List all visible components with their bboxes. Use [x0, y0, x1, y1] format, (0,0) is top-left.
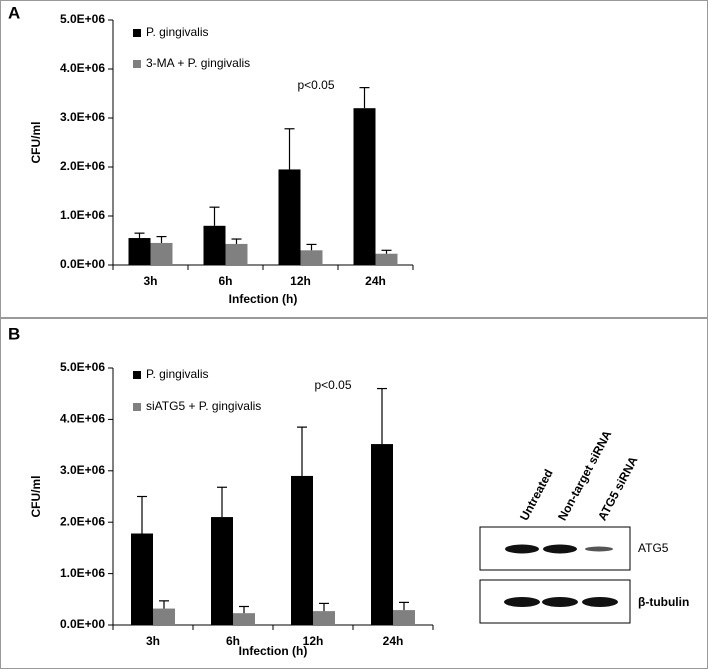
blot-column-label: Untreated [517, 467, 556, 523]
legend-swatch [133, 60, 141, 68]
y-tick-label: 0.0E+00 [60, 617, 105, 631]
error-bar [137, 495, 147, 534]
annotation: p<0.05 [297, 78, 334, 92]
x-tick-label: 3h [143, 274, 157, 288]
band [582, 597, 618, 607]
y-axis-label: CFU/ml [29, 122, 43, 164]
y-tick-label: 4.0E+06 [60, 61, 105, 75]
band [585, 546, 613, 552]
legend-label: P. gingivalis [146, 25, 208, 39]
blot-row-label: ATG5 [638, 541, 669, 555]
bar [375, 253, 398, 265]
error-bar [239, 605, 249, 614]
x-tick-label: 24h [383, 634, 404, 648]
band [542, 597, 578, 607]
x-tick-label: 12h [303, 634, 324, 648]
x-axis-label: Infection (h) [229, 292, 298, 306]
bar [300, 250, 323, 265]
y-tick-label: 1.0E+06 [60, 566, 105, 580]
bar [371, 444, 393, 625]
error-bar [319, 602, 329, 612]
bar [353, 108, 376, 265]
legend-swatch [133, 403, 141, 411]
error-bar [209, 206, 220, 226]
legend-swatch [133, 29, 141, 37]
y-tick-label: 1.0E+06 [60, 208, 105, 222]
error-bar [217, 486, 227, 518]
panel-label: A [8, 3, 20, 22]
legend-label: P. gingivalis [146, 367, 208, 381]
bar [313, 611, 335, 625]
legend-swatch [133, 371, 141, 379]
panel-label: B [8, 324, 20, 343]
error-bar [156, 235, 167, 243]
bar [393, 610, 415, 625]
error-bar [159, 600, 169, 609]
x-tick-label: 3h [146, 634, 160, 648]
blot-row-label: β-tubulin [638, 595, 689, 609]
blot-column-label: ATG5 siRNA [595, 454, 641, 523]
legend-label: 3-MA + P. gingivalis [146, 56, 250, 70]
band [505, 544, 539, 554]
error-bar [231, 238, 242, 244]
y-tick-label: 5.0E+06 [60, 12, 105, 26]
y-tick-label: 3.0E+06 [60, 110, 105, 124]
y-tick-label: 3.0E+06 [60, 463, 105, 477]
error-bar [297, 426, 307, 476]
error-bar [377, 387, 387, 445]
bar [233, 613, 255, 625]
x-tick-label: 6h [226, 634, 240, 648]
bar [211, 517, 233, 625]
bar [153, 608, 175, 625]
error-bar [284, 128, 295, 170]
bar [225, 243, 248, 265]
bar [131, 533, 153, 625]
y-axis-label: CFU/ml [29, 476, 43, 518]
bar [203, 225, 226, 265]
band [543, 544, 577, 554]
x-tick-label: 6h [218, 274, 232, 288]
x-tick-label: 12h [290, 274, 311, 288]
error-bar [359, 87, 370, 109]
y-tick-label: 5.0E+06 [60, 360, 105, 374]
bar [128, 238, 151, 265]
y-tick-label: 2.0E+06 [60, 514, 105, 528]
error-bar [134, 232, 145, 239]
y-tick-label: 0.0E+00 [60, 257, 105, 271]
bar [291, 475, 313, 625]
error-bar [306, 243, 317, 251]
x-tick-label: 24h [365, 274, 386, 288]
y-tick-label: 4.0E+06 [60, 412, 105, 426]
western-blot: Untreated Non-target siRNA ATG5 siRNA AT… [479, 428, 689, 624]
error-bar [381, 249, 392, 254]
x-axis-label: Infection (h) [239, 644, 308, 658]
error-bar [399, 601, 409, 611]
y-tick-label: 2.0E+06 [60, 159, 105, 173]
annotation: p<0.05 [314, 378, 351, 392]
bar [150, 242, 173, 265]
band [504, 597, 540, 607]
bar [278, 169, 301, 265]
legend-label: siATG5 + P. gingivalis [146, 399, 261, 413]
